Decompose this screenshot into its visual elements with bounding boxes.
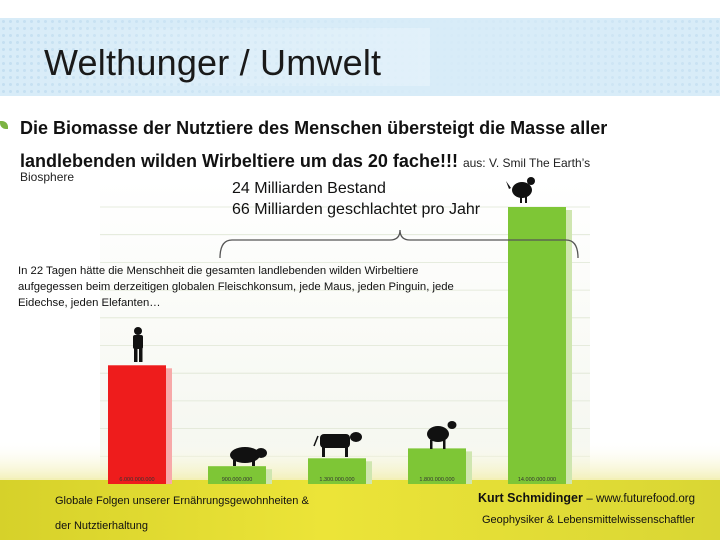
bar <box>108 365 166 484</box>
footer-band <box>0 478 720 540</box>
footer-url: – www.futurefood.org <box>586 493 696 505</box>
footer-role: Geophysiker & Lebensmittelwissenschaftle… <box>482 514 695 526</box>
sheep-icon <box>427 421 457 449</box>
footer-left: Globale Folgen unserer Ernährungsgewohnh… <box>55 489 309 539</box>
bullet-icon <box>0 121 8 129</box>
footer-left-line1: Globale Folgen unserer Ernährungsgewohnh… <box>55 495 309 507</box>
footer-author-line: Kurt Schmidinger – www.futurefood.org <box>478 491 695 505</box>
bar-side <box>266 469 272 484</box>
human-icon <box>133 327 143 362</box>
pig-icon <box>230 447 267 466</box>
livestock-stats: 24 Milliarden Bestand 66 Milliarden gesc… <box>232 178 480 220</box>
bar-side <box>566 210 572 484</box>
stock-line: 24 Milliarden Bestand <box>232 180 386 197</box>
title-highlight <box>0 28 430 86</box>
value-labels-group: 6.000.000.000 900.000.000 1.300.000.000 1.8… <box>119 477 556 483</box>
bar-value-label: 14.000.000.000 <box>518 477 556 483</box>
source-citation-cont: Biosphere <box>20 170 75 184</box>
bracket-brace <box>219 229 579 259</box>
headline: Die Biomasse der Nutztiere des Menschen … <box>20 112 710 180</box>
headline-text: Die Biomasse der Nutztiere des Menschen … <box>20 118 608 171</box>
footer-left-line2: der Nutztierhaltung <box>55 520 148 532</box>
bar-value-label: 900.000.000 <box>222 477 253 483</box>
page-title: Welthunger / Umwelt <box>44 42 382 83</box>
cow-icon <box>313 432 362 457</box>
bar-side <box>366 461 372 484</box>
info-text: In 22 Tagen hätte die Menschheit die ges… <box>18 265 454 309</box>
bar-side <box>166 368 172 484</box>
bar-value-label: 1.800.000.000 <box>419 477 454 483</box>
bar-value-label: 6.000.000.000 <box>119 477 154 483</box>
bars-group <box>108 207 572 484</box>
bar <box>308 458 366 484</box>
bar <box>408 448 466 484</box>
slaughter-line: 66 Milliarden geschlachtet pro Jahr <box>232 201 481 218</box>
bar <box>208 466 266 484</box>
title-band-fade <box>0 18 720 96</box>
bar <box>508 207 566 484</box>
chicken-icon <box>506 177 535 203</box>
source-citation: aus: V. Smil The Earth’s <box>462 156 591 170</box>
bar-value-label: 1.300.000.000 <box>319 477 354 483</box>
title-band <box>0 18 720 96</box>
footer-author: Kurt Schmidinger <box>478 491 583 505</box>
bar-side <box>466 451 472 484</box>
